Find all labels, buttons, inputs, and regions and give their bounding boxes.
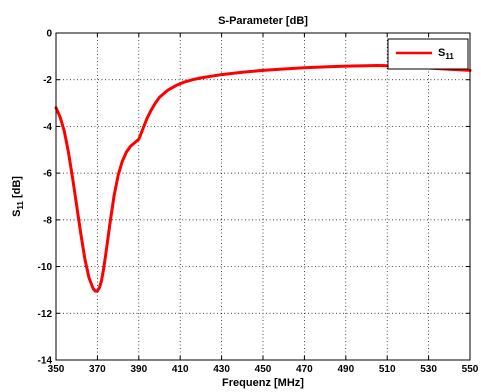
x-tick-label: 510: [379, 364, 396, 375]
x-tick-label: 410: [172, 364, 189, 375]
x-tick-label: 350: [48, 364, 65, 375]
legend-label-main: S: [438, 47, 445, 59]
x-tick-label: 530: [420, 364, 437, 375]
legend-label-subscript: 11: [445, 52, 454, 61]
y-tick-label: 0: [46, 29, 52, 40]
grid: [56, 33, 470, 360]
x-tick-label: 370: [89, 364, 106, 375]
x-tick-label: 430: [213, 364, 230, 375]
y-tick-label: -10: [38, 262, 53, 273]
y-axis-label: S11 [dB]: [11, 176, 25, 217]
x-axis-label: Frequenz [MHz]: [222, 377, 304, 389]
y-tick-label: -2: [43, 75, 52, 86]
y-tick-label: -8: [43, 215, 52, 226]
y-tick-label: -6: [43, 169, 52, 180]
series-layer: [54, 63, 472, 293]
y-axis-label-unit: [dB]: [11, 176, 23, 201]
x-tick-label: 550: [462, 364, 479, 375]
plot-frame: [55, 32, 471, 361]
y-tick-label: -14: [38, 356, 53, 367]
axis-ticks: 350 370 390 410 430 450 470 490 510 530 550 0 -2 -4 -6…: [38, 29, 479, 376]
y-axis-label-subscript: 11: [16, 201, 25, 210]
x-tick-label: 390: [130, 364, 147, 375]
legend-label: S11: [438, 47, 454, 61]
y-axis-label-main: S: [11, 210, 23, 217]
x-tick-label: 490: [337, 364, 354, 375]
x-tick-label: 470: [296, 364, 313, 375]
y-tick-label: -4: [43, 122, 52, 133]
x-tick-label: 450: [255, 364, 272, 375]
series-line-s11: [54, 63, 472, 293]
chart-title: S-Parameter [dB]: [218, 15, 308, 27]
y-tick-label: -12: [38, 309, 53, 320]
legend: S11: [387, 38, 469, 70]
